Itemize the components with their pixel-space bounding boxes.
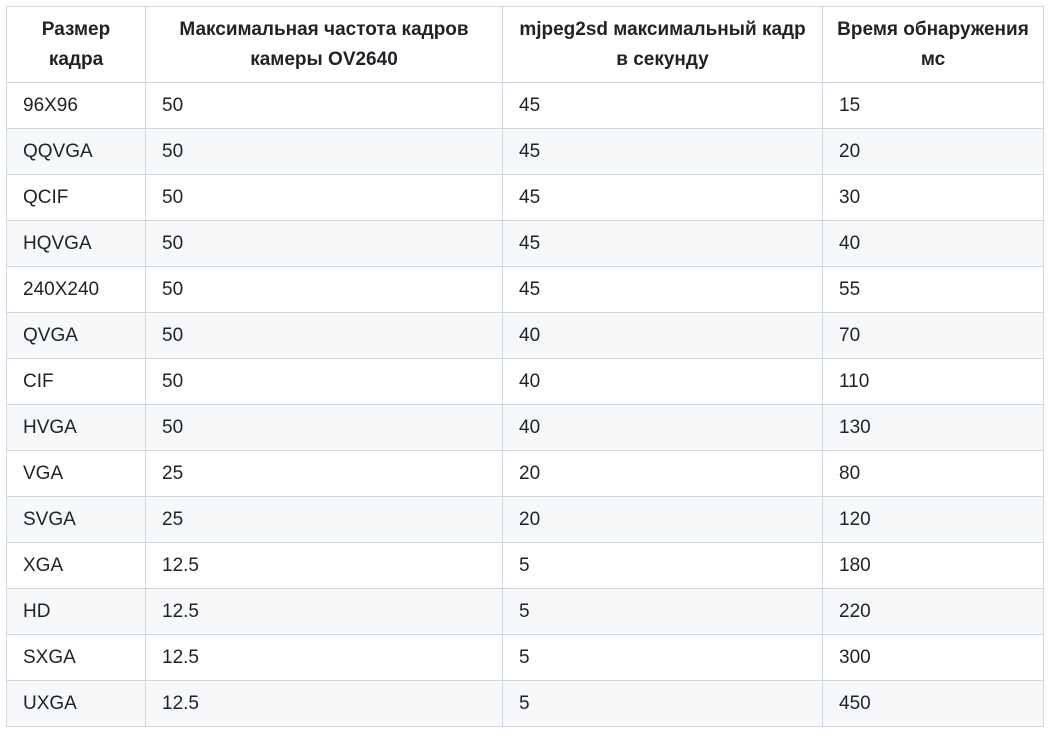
- cell-camera-max-fps: 50: [145, 220, 503, 267]
- header-mjpeg2sd-max-fps: mjpeg2sd максимальный кадр в секунду: [502, 6, 823, 83]
- cell-detection-time: 40: [822, 220, 1044, 267]
- cell-detection-time: 110: [822, 358, 1044, 405]
- cell-frame-size: VGA: [6, 450, 146, 497]
- cell-frame-size: XGA: [6, 542, 146, 589]
- cell-mjpeg2sd-max-fps: 45: [502, 220, 823, 267]
- cell-mjpeg2sd-max-fps: 5: [502, 634, 823, 681]
- cell-camera-max-fps: 50: [145, 174, 503, 221]
- cell-mjpeg2sd-max-fps: 40: [502, 404, 823, 451]
- cell-frame-size: 96X96: [6, 82, 146, 129]
- cell-frame-size: QCIF: [6, 174, 146, 221]
- table-row: HQVGA 50 45 40: [6, 220, 1044, 267]
- cell-camera-max-fps: 25: [145, 450, 503, 497]
- table-row: HVGA 50 40 130: [6, 404, 1044, 451]
- cell-mjpeg2sd-max-fps: 45: [502, 174, 823, 221]
- table-container: Размер кадра Максимальная частота кадров…: [6, 6, 1044, 727]
- cell-frame-size: SVGA: [6, 496, 146, 543]
- table-row: QVGA 50 40 70: [6, 312, 1044, 359]
- cell-frame-size: UXGA: [6, 680, 146, 727]
- cell-detection-time: 70: [822, 312, 1044, 359]
- cell-detection-time: 450: [822, 680, 1044, 727]
- cell-mjpeg2sd-max-fps: 5: [502, 542, 823, 589]
- cell-mjpeg2sd-max-fps: 20: [502, 496, 823, 543]
- table-row: 240X240 50 45 55: [6, 266, 1044, 313]
- cell-camera-max-fps: 12.5: [145, 542, 503, 589]
- cell-detection-time: 15: [822, 82, 1044, 129]
- cell-mjpeg2sd-max-fps: 5: [502, 680, 823, 727]
- cell-detection-time: 30: [822, 174, 1044, 221]
- table-body: 96X96 50 45 15 QQVGA 50 45 20 QCIF 50 45 30 HQVGA 50 4…: [6, 82, 1044, 727]
- cell-frame-size: HQVGA: [6, 220, 146, 267]
- header-row: Размер кадра Максимальная частота кадров…: [6, 6, 1044, 83]
- cell-camera-max-fps: 50: [145, 358, 503, 405]
- cell-detection-time: 180: [822, 542, 1044, 589]
- table-header: Размер кадра Максимальная частота кадров…: [6, 6, 1044, 83]
- cell-frame-size: QVGA: [6, 312, 146, 359]
- cell-frame-size: HD: [6, 588, 146, 635]
- frame-size-table: Размер кадра Максимальная частота кадров…: [6, 6, 1044, 727]
- table-row: SVGA 25 20 120: [6, 496, 1044, 543]
- header-frame-size: Размер кадра: [6, 6, 146, 83]
- cell-frame-size: 240X240: [6, 266, 146, 313]
- cell-camera-max-fps: 12.5: [145, 634, 503, 681]
- cell-mjpeg2sd-max-fps: 20: [502, 450, 823, 497]
- cell-detection-time: 300: [822, 634, 1044, 681]
- table-row: XGA 12.5 5 180: [6, 542, 1044, 589]
- table-row: QCIF 50 45 30: [6, 174, 1044, 221]
- table-row: CIF 50 40 110: [6, 358, 1044, 405]
- cell-mjpeg2sd-max-fps: 40: [502, 358, 823, 405]
- cell-detection-time: 120: [822, 496, 1044, 543]
- cell-frame-size: HVGA: [6, 404, 146, 451]
- cell-detection-time: 220: [822, 588, 1044, 635]
- cell-camera-max-fps: 50: [145, 312, 503, 359]
- cell-mjpeg2sd-max-fps: 40: [502, 312, 823, 359]
- cell-frame-size: SXGA: [6, 634, 146, 681]
- header-detection-time: Время обнаружения мс: [822, 6, 1044, 83]
- cell-mjpeg2sd-max-fps: 45: [502, 266, 823, 313]
- cell-detection-time: 55: [822, 266, 1044, 313]
- cell-mjpeg2sd-max-fps: 5: [502, 588, 823, 635]
- table-row: UXGA 12.5 5 450: [6, 680, 1044, 727]
- table-row: QQVGA 50 45 20: [6, 128, 1044, 175]
- table-row: SXGA 12.5 5 300: [6, 634, 1044, 681]
- cell-detection-time: 130: [822, 404, 1044, 451]
- header-camera-max-fps: Максимальная частота кадров камеры OV264…: [145, 6, 503, 83]
- cell-frame-size: QQVGA: [6, 128, 146, 175]
- cell-camera-max-fps: 50: [145, 82, 503, 129]
- cell-detection-time: 80: [822, 450, 1044, 497]
- table-row: 96X96 50 45 15: [6, 82, 1044, 129]
- cell-detection-time: 20: [822, 128, 1044, 175]
- cell-camera-max-fps: 12.5: [145, 588, 503, 635]
- cell-camera-max-fps: 25: [145, 496, 503, 543]
- cell-mjpeg2sd-max-fps: 45: [502, 82, 823, 129]
- cell-frame-size: CIF: [6, 358, 146, 405]
- table-row: HD 12.5 5 220: [6, 588, 1044, 635]
- cell-camera-max-fps: 50: [145, 266, 503, 313]
- table-row: VGA 25 20 80: [6, 450, 1044, 497]
- cell-camera-max-fps: 12.5: [145, 680, 503, 727]
- cell-mjpeg2sd-max-fps: 45: [502, 128, 823, 175]
- cell-camera-max-fps: 50: [145, 404, 503, 451]
- cell-camera-max-fps: 50: [145, 128, 503, 175]
